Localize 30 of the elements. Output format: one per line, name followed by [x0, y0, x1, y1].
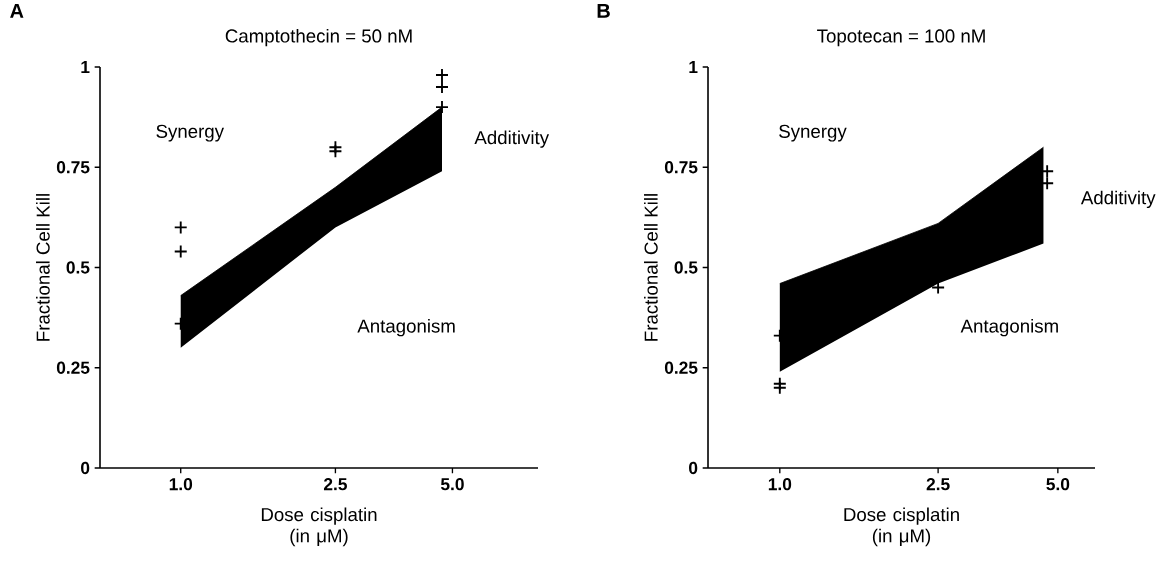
x-axis-title: Dose cisplatin (in μM)	[261, 507, 377, 547]
y-tick-label: 0	[689, 461, 698, 475]
x-tick-label: 1.0	[768, 478, 792, 491]
y-tick-label: 0.75	[664, 161, 698, 174]
annotation: Additivity	[1080, 190, 1156, 209]
annotation: Synergy	[779, 124, 847, 142]
y-tick-label: 0.25	[56, 361, 90, 374]
y-tick-label: 0.75	[56, 161, 90, 174]
text: B	[597, 3, 610, 18]
annotation: Additivity	[474, 130, 550, 148]
y-tick-label: 0.5	[674, 261, 698, 274]
y-tick-label: 0	[81, 461, 90, 475]
x-tick-label: 1.0	[169, 478, 193, 491]
annotation: Synergy	[156, 124, 224, 142]
y-tick-label: 0.5	[66, 261, 90, 274]
x-axis-title: Dose cisplatin (in μM)	[844, 507, 959, 547]
y-tick-label: 1	[689, 61, 698, 73]
y-tick-label: 1	[81, 61, 90, 73]
x-tick-label: 2.5	[926, 478, 950, 491]
annotation: Antagonism	[960, 318, 1058, 337]
x-tick-label: 5.0	[1046, 478, 1070, 491]
annotation: Antagonism	[357, 318, 455, 337]
x-tick-label: 5.0	[440, 478, 464, 491]
y-tick-label: 0.25	[664, 361, 698, 374]
text: A	[10, 3, 24, 18]
chart-title: Camptothecin = 50 nM	[225, 28, 412, 47]
y-axis-title: Fractional Cell Kill	[644, 194, 658, 341]
x-tick-label: 2.5	[323, 478, 347, 491]
y-axis-title: Fractional Cell Kill	[36, 194, 50, 341]
chart-title: Topotecan = 100 nM	[817, 29, 985, 47]
